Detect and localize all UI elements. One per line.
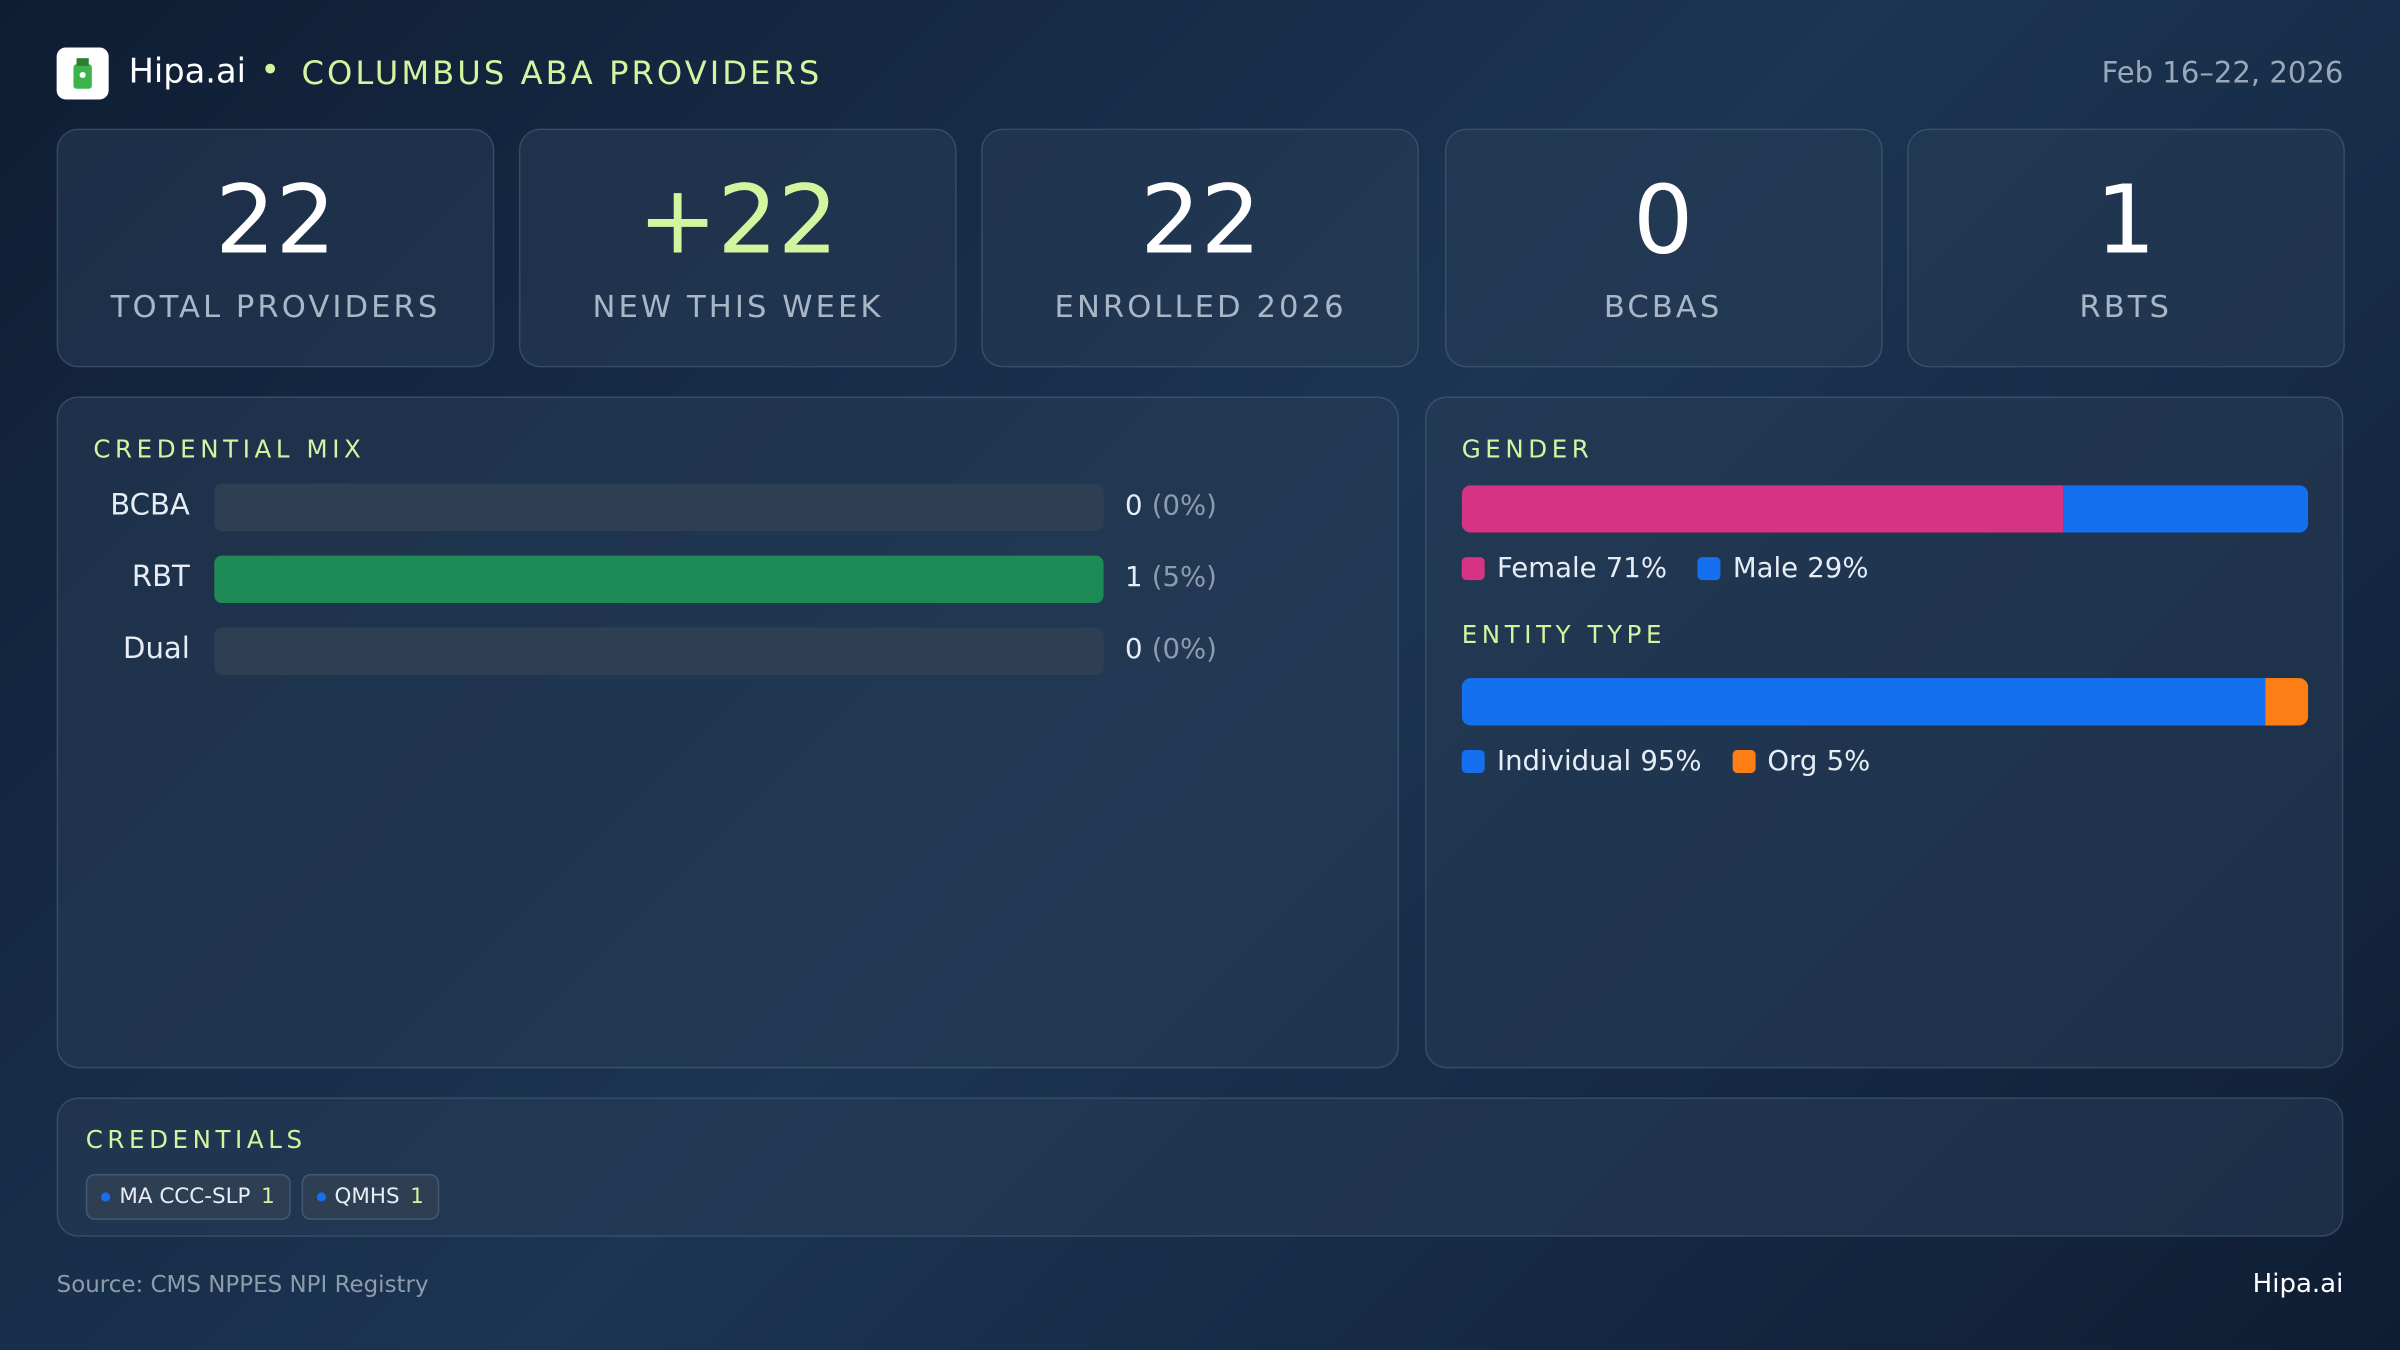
brand: Hipa.ai — [128, 53, 246, 92]
chip-dot — [316, 1192, 326, 1202]
kpi-card: 0 BCBAS — [1444, 128, 1883, 368]
segment — [2062, 485, 2309, 533]
kpi-card: +22 NEW THIS WEEK — [519, 128, 957, 368]
chip-dot — [101, 1192, 111, 1202]
section-title: ENTITY TYPE — [1461, 619, 1667, 649]
legend-name: Female — [1496, 552, 1597, 585]
chip-name: QMHS — [334, 1184, 400, 1210]
kpi-card: 22 TOTAL PROVIDERS — [56, 128, 495, 368]
legend-value: 95% — [1640, 745, 1702, 778]
kpi-value: 0 — [1632, 163, 1694, 276]
count: 0 — [1124, 489, 1143, 522]
demographics-panel: GENDER ENTITY TYPE Female 71% Male 29% Indiv… — [1424, 396, 2344, 1069]
page-title: COLUMBUS ABA PROVIDERS — [301, 55, 823, 92]
logo-icon — [73, 58, 92, 89]
legend-swatch — [1732, 749, 1756, 773]
row-label: Dual — [123, 632, 190, 666]
segment — [2265, 678, 2309, 726]
legend-swatch — [1697, 557, 1721, 581]
credential-mix-panel: CREDENTIAL MIX BCBA 0 (0%) RBT 1 (5%) Dual 0 (0%… — [56, 396, 1399, 1069]
credentials-panel: CREDENTIALS MA CCC-SLP 1 QMHS 1 — [56, 1097, 2344, 1237]
legend-value: 71% — [1605, 552, 1668, 585]
kpi-label: TOTAL PROVIDERS — [110, 287, 441, 325]
legend-name: Org — [1767, 745, 1818, 778]
kpi-value: +22 — [637, 163, 839, 276]
section-title: CREDENTIAL MIX — [93, 434, 366, 464]
date-range: Feb 16–22, 2026 — [2101, 56, 2344, 91]
percent: (0%) — [1151, 489, 1217, 522]
chip-list: MA CCC-SLP 1 QMHS 1 — [85, 1173, 440, 1220]
kpi-label: BCBAS — [1603, 287, 1723, 325]
legend: Female 71% Male 29% — [1461, 552, 1869, 585]
source: Source: CMS NPPES NPI Registry — [56, 1270, 429, 1298]
row-label: RBT — [131, 560, 190, 594]
legend-swatch — [1461, 749, 1485, 773]
stacked-bar — [1461, 485, 2309, 533]
logo — [56, 47, 109, 100]
kpi-value: 22 — [1140, 163, 1261, 276]
kpi-card: 1 RBTS — [1906, 128, 2345, 368]
legend-value: 29% — [1807, 552, 1869, 585]
legend-item: Male 29% — [1697, 552, 1869, 585]
kpi-value: 22 — [215, 163, 336, 276]
bar-track — [214, 555, 1104, 604]
kpi-label: ENROLLED 2026 — [1054, 287, 1347, 325]
section-title: GENDER — [1461, 434, 1594, 464]
kpi-value: 1 — [2095, 163, 2156, 276]
bar-track — [214, 483, 1104, 532]
chip-name: MA CCC-SLP — [119, 1184, 251, 1210]
row-value: 0 (0%) — [1125, 634, 1217, 666]
legend-value: 5% — [1826, 745, 1871, 778]
row-label: BCBA — [110, 488, 190, 522]
credential-chip: MA CCC-SLP 1 — [85, 1173, 291, 1220]
legend-item: Individual 95% — [1461, 745, 1702, 778]
legend-swatch — [1461, 557, 1485, 581]
count: 0 — [1124, 633, 1143, 666]
segment — [1461, 485, 2063, 533]
bar-track — [214, 627, 1104, 675]
legend-name: Male — [1732, 552, 1799, 585]
bar — [214, 555, 1104, 604]
percent: (5%) — [1151, 561, 1217, 594]
percent: (0%) — [1151, 633, 1217, 666]
legend-item: Female 71% — [1461, 552, 1668, 585]
legend: Individual 95% Org 5% — [1461, 745, 1871, 778]
chip-count: 1 — [261, 1184, 275, 1210]
chip-count: 1 — [410, 1184, 424, 1210]
segment — [1461, 678, 2266, 726]
count: 1 — [1124, 561, 1143, 594]
kpi-label: RBTS — [2079, 287, 2173, 325]
legend-name: Individual — [1496, 745, 1632, 778]
kpi-card: 22 ENROLLED 2026 — [981, 128, 1420, 368]
row-value: 1 (5%) — [1125, 562, 1217, 594]
section-title: CREDENTIALS — [85, 1124, 307, 1155]
row-value: 0 (0%) — [1125, 490, 1217, 522]
separator: • — [260, 52, 281, 91]
kpi-label: NEW THIS WEEK — [592, 287, 884, 325]
stacked-bar — [1461, 678, 2309, 726]
credential-chip: QMHS 1 — [300, 1173, 440, 1220]
footer-brand: Hipa.ai — [2252, 1268, 2344, 1300]
legend-item: Org 5% — [1732, 745, 1871, 778]
